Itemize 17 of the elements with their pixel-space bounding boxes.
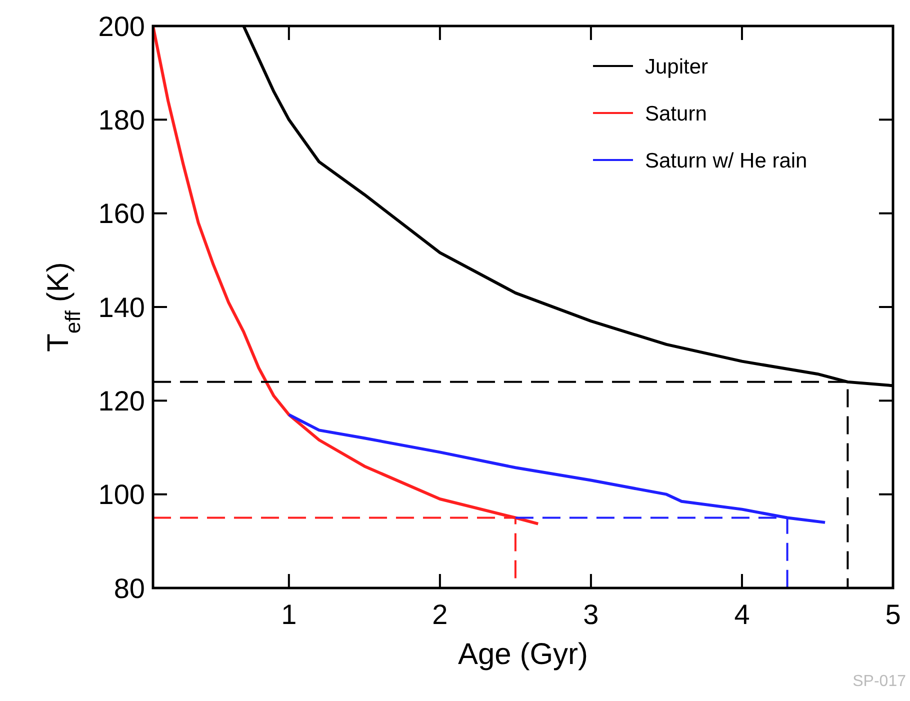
y-tick-label: 120 xyxy=(98,385,145,416)
x-axis-title: Age (Gyr) xyxy=(458,638,588,671)
y-tick-label: 100 xyxy=(98,479,145,510)
x-tick-label: 1 xyxy=(281,599,297,630)
x-tick-label: 5 xyxy=(885,599,901,630)
y-tick-label: 160 xyxy=(98,198,145,230)
y-tick-label: 180 xyxy=(98,104,145,136)
legend-label: Jupiter xyxy=(645,55,708,78)
y-tick-label: 80 xyxy=(114,572,145,604)
y-tick-label: 140 xyxy=(98,292,145,323)
y-tick-label: 200 xyxy=(98,10,145,42)
legend-label: Saturn xyxy=(645,102,707,126)
legend-label: Saturn w/ He rain xyxy=(645,149,808,172)
text: SP-017 xyxy=(852,673,906,690)
x-tick-label: 4 xyxy=(734,599,750,630)
x-tick-label: 3 xyxy=(583,599,599,630)
x-tick-label: 2 xyxy=(432,599,448,630)
